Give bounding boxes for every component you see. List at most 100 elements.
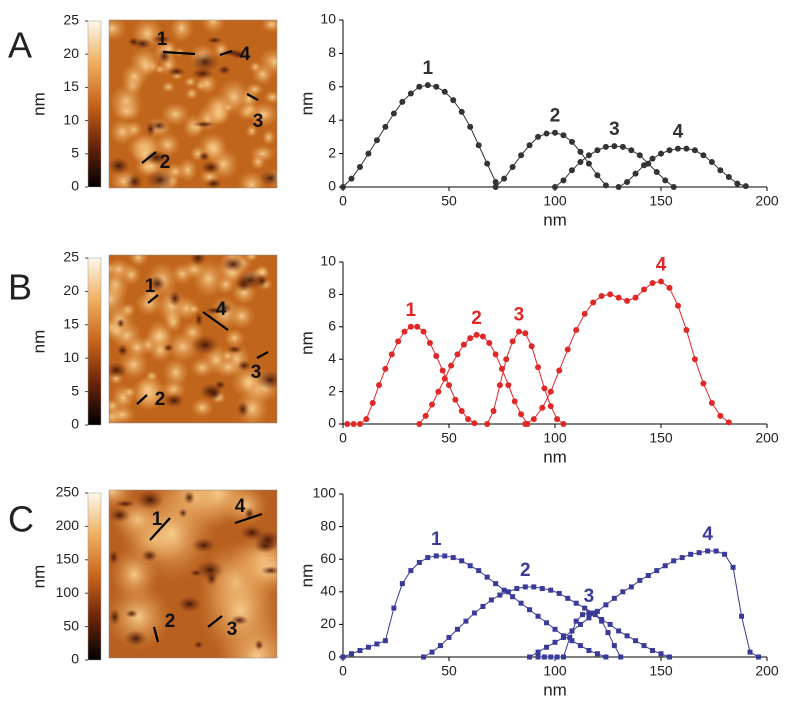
data-point (480, 603, 486, 609)
data-point (365, 644, 371, 650)
profile-label: 1 (145, 276, 156, 297)
afm-grain (243, 255, 260, 262)
data-point (577, 148, 584, 155)
data-point (388, 351, 395, 358)
afm-pit (217, 65, 232, 75)
data-point (683, 145, 690, 152)
afm-grain (161, 81, 176, 93)
x-tick-label: 100 (543, 663, 567, 679)
colorbar-tick-label: 10 (63, 111, 79, 127)
data-point (641, 643, 647, 649)
data-point (653, 168, 660, 175)
data-point (535, 613, 541, 619)
afm-grain (112, 100, 142, 123)
data-point (611, 643, 617, 649)
profile-line (152, 626, 160, 643)
series-label: 1 (431, 529, 442, 550)
data-point (340, 654, 346, 660)
data-point (490, 408, 497, 415)
data-point (662, 177, 669, 184)
data-point (348, 651, 354, 657)
y-tick-label: 80 (320, 517, 336, 533)
data-point (407, 323, 414, 330)
x-tick-label: 200 (755, 663, 779, 679)
afm-grain (237, 170, 266, 188)
data-point (670, 184, 677, 190)
data-point (552, 639, 558, 645)
profile-line (219, 49, 233, 57)
y-tick-label: 8 (328, 285, 336, 301)
data-point (580, 612, 586, 618)
data-point (365, 150, 372, 157)
data-point (505, 589, 511, 595)
data-point (501, 175, 508, 182)
data-point (395, 338, 402, 345)
afm-pit (125, 609, 139, 618)
data-point (433, 553, 439, 559)
data-point (390, 110, 397, 117)
profile-label: 1 (152, 509, 163, 530)
afm-grain (137, 56, 155, 76)
y-axis-title: nm (297, 331, 316, 355)
data-point (641, 286, 648, 293)
colorbar-tick-label: 250 (56, 484, 80, 500)
x-tick-label: 200 (755, 430, 779, 446)
data-point (535, 364, 542, 371)
colorbar (87, 20, 102, 188)
data-point (518, 411, 525, 418)
afm-pit (117, 344, 128, 357)
data-point (454, 626, 460, 632)
afm-pit (192, 121, 216, 128)
data-point (679, 555, 685, 561)
data-point (382, 365, 389, 372)
profile-line (147, 294, 159, 304)
data-point (420, 328, 427, 335)
afm-grain (214, 356, 242, 378)
data-point (473, 331, 480, 338)
data-point (340, 184, 346, 190)
afm-pit (127, 36, 140, 47)
afm-grain (228, 303, 256, 330)
data-point (522, 584, 528, 590)
data-point (514, 586, 520, 592)
data-point (552, 626, 558, 632)
data-point (492, 351, 499, 358)
data-point (691, 147, 698, 154)
profile-label: 2 (160, 152, 171, 173)
afm-image (109, 490, 277, 658)
profile-label: 3 (253, 111, 264, 132)
profile-label: 4 (240, 44, 251, 65)
y-tick-label: 100 (313, 485, 337, 501)
data-point (616, 628, 622, 634)
data-point (607, 621, 613, 627)
y-tick-label: 40 (320, 583, 336, 599)
data-point (407, 90, 414, 97)
data-point (637, 577, 643, 583)
series-line (347, 326, 475, 425)
data-point (567, 634, 573, 640)
data-point (602, 182, 609, 189)
data-point (492, 184, 499, 190)
data-point (594, 651, 600, 657)
data-point (408, 568, 414, 574)
data-point (541, 385, 548, 392)
colorbar-tick-label: 10 (63, 349, 79, 365)
data-point (401, 328, 408, 335)
colorbar-tick-label: 100 (56, 584, 80, 600)
afm-pit (191, 335, 219, 355)
x-tick-label: 0 (339, 430, 347, 446)
data-point (476, 568, 482, 574)
afm-pit (151, 34, 171, 44)
data-point (421, 654, 427, 660)
panel-label: A (8, 25, 32, 66)
afm-pit (221, 256, 245, 273)
colorbar-tick-label: 20 (63, 45, 79, 61)
profile-label: 3 (227, 619, 238, 640)
data-point (356, 421, 363, 427)
data-point (510, 594, 516, 600)
afm-grain (250, 153, 266, 171)
y-tick-label: 60 (320, 550, 336, 566)
profile-line (141, 151, 157, 164)
data-point (582, 605, 588, 611)
afm-border (108, 19, 278, 189)
